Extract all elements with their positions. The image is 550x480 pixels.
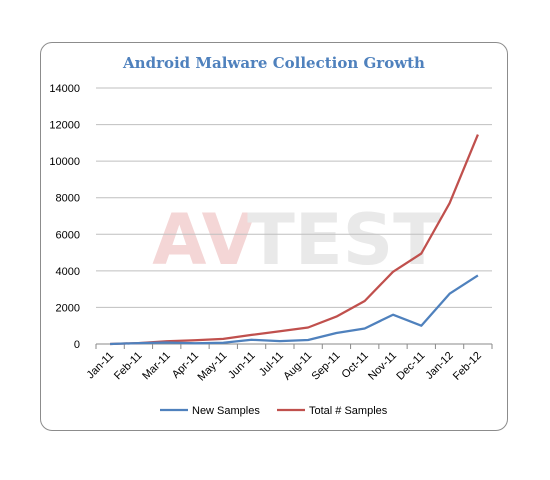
series-lines <box>110 134 479 346</box>
x-tick-label: Mar-11 <box>140 350 173 383</box>
y-tick-label: 8000 <box>56 193 80 205</box>
legend: New Samples Total # Samples <box>160 405 388 417</box>
y-tick-label: 10000 <box>49 156 80 168</box>
x-tick-label: May-11 <box>196 350 230 384</box>
y-tick-label: 0 <box>74 339 80 351</box>
x-tick-label: Feb-11 <box>112 350 145 383</box>
x-tick-label: Aug-11 <box>281 350 314 383</box>
x-tick-label: Nov-11 <box>366 350 399 383</box>
legend-label: Total # Samples <box>309 405 388 417</box>
x-tick-label: Jun-11 <box>226 350 258 382</box>
y-tick-label: 4000 <box>56 266 80 278</box>
y-axis-ticks: 0 2000 4000 6000 8000 10000 12000 14000 <box>49 83 80 351</box>
x-tick-label: Feb-12 <box>451 350 484 383</box>
x-tick-label: Oct-11 <box>340 350 371 381</box>
watermark: AV TEST <box>152 199 441 281</box>
series-line <box>110 134 479 346</box>
x-tick-label: Dec-11 <box>394 350 427 383</box>
y-tick-label: 14000 <box>49 83 80 95</box>
x-tick-label: Jan-12 <box>423 350 455 382</box>
series-line <box>110 274 479 346</box>
chart-title: Android Malware Collection Growth <box>122 54 425 72</box>
watermark-av: AV <box>152 199 256 281</box>
y-tick-label: 6000 <box>56 229 80 241</box>
x-tick-label: Sep-11 <box>310 350 343 383</box>
gridlines <box>96 87 492 345</box>
watermark-test: TEST <box>247 199 441 281</box>
legend-label: New Samples <box>192 405 260 417</box>
y-tick-label: 12000 <box>49 120 80 132</box>
x-tick-label: Jan-11 <box>85 350 117 382</box>
y-tick-label: 2000 <box>56 302 80 314</box>
